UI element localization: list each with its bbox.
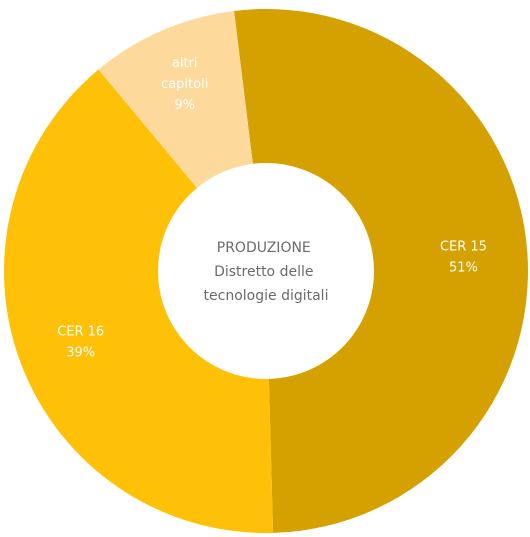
center-label-line: Distretto delle: [214, 264, 313, 280]
donut-hole: [158, 163, 374, 379]
donut-slice: [3, 69, 274, 533]
slice-value-label: 51%: [449, 261, 478, 276]
center-label-line: PRODUZIONE: [217, 240, 311, 256]
slice-label: CER 15 51%: [440, 240, 487, 276]
slice-name-label: altri: [172, 56, 198, 71]
center-label-line: tecnologie digitali: [204, 288, 329, 304]
slice-label: CER 16 39%: [57, 324, 104, 360]
slice-value-label: 9%: [174, 98, 195, 113]
slice-value-label: 39%: [66, 345, 95, 360]
slice-name-label: capitoli: [161, 77, 208, 92]
slice-labels: CER 15 51% CER 16 39% altri capitoli 9%: [57, 56, 487, 360]
donut-slice: [234, 9, 528, 533]
slice-name-label: CER 16: [57, 324, 104, 339]
center-label: PRODUZIONE Distretto delle tecnologie di…: [204, 240, 329, 304]
slice-label: altri capitoli 9%: [161, 56, 208, 113]
slice-name-label: CER 15: [440, 240, 487, 255]
